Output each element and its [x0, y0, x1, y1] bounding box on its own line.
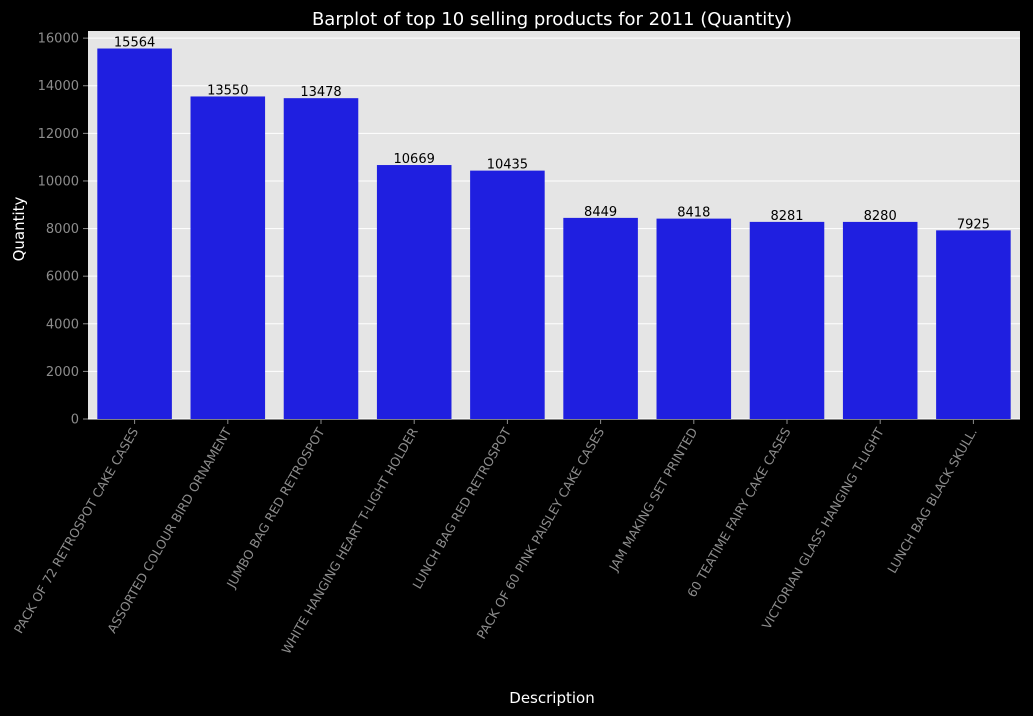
bar-value-label: 8280 — [864, 209, 897, 224]
x-tick-label: 60 TEATIME FAIRY CAKE CASES — [684, 425, 794, 600]
y-tick-label: 12000 — [38, 127, 79, 142]
bar — [470, 170, 545, 419]
bar-value-label: 15564 — [114, 36, 155, 51]
y-tick-label: 16000 — [38, 32, 79, 47]
bar-value-label: 8418 — [677, 206, 710, 221]
x-tick-label: JAM MAKING SET PRINTED — [605, 425, 700, 574]
bar-value-label: 8449 — [584, 205, 617, 220]
y-tick-label: 2000 — [46, 365, 79, 380]
x-axis: PACK OF 72 RETROSPOT CAKE CASESASSORTED … — [11, 419, 980, 656]
bar — [842, 221, 918, 419]
bar — [563, 217, 638, 419]
bar — [376, 165, 452, 419]
bar-value-label: 7925 — [957, 217, 990, 232]
x-axis-label: Description — [509, 689, 594, 707]
bar — [749, 221, 825, 419]
y-axis-label: Quantity — [10, 196, 28, 261]
bar-value-label: 10435 — [487, 158, 528, 173]
x-tick-label: LUNCH BAG RED RETROSPOT — [409, 425, 514, 592]
y-axis: 0 2000 4000 6000 8000 10000 12000 14000 16000 — [38, 32, 88, 428]
x-tick-label: LUNCH BAG BLACK SKULL. — [884, 425, 980, 576]
bar — [190, 96, 266, 420]
bar-value-label: 10669 — [394, 152, 435, 167]
bar — [936, 230, 1011, 419]
bar — [656, 218, 732, 419]
y-tick-label: 10000 — [38, 174, 79, 189]
bar-value-label: 8281 — [770, 209, 803, 224]
y-tick-label: 8000 — [46, 222, 79, 237]
bars — [97, 48, 1011, 420]
bar — [283, 98, 359, 420]
y-tick-label: 0 — [71, 413, 79, 428]
y-tick-label: 14000 — [38, 79, 79, 94]
chart-title: Barplot of top 10 selling products for 2… — [312, 9, 792, 30]
bar — [97, 48, 172, 420]
y-tick-label: 4000 — [46, 317, 79, 332]
y-tick-label: 6000 — [46, 270, 79, 285]
x-tick-label: JUMBO BAG RED RETROSPOT — [223, 425, 328, 591]
bar-labels: 15564 13550 13478 10669 10435 8449 8418 8281 828… — [114, 36, 990, 233]
bar-value-label: 13550 — [207, 83, 248, 98]
bar-value-label: 13478 — [300, 85, 341, 100]
